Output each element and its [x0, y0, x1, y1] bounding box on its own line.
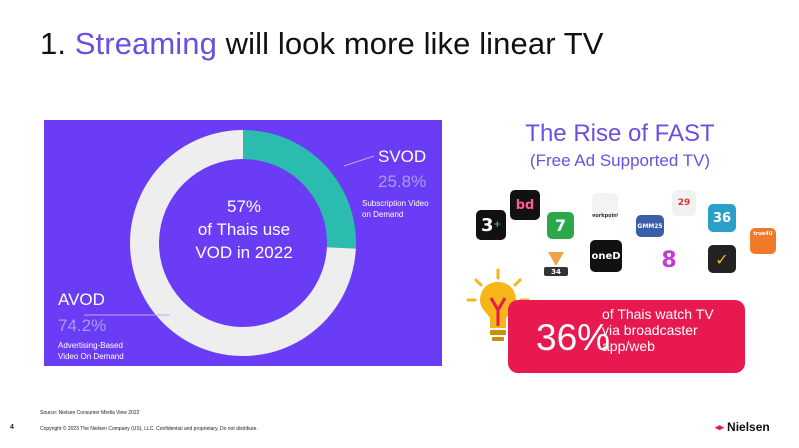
- nielsen-logo: ◂▸ Nielsen: [715, 420, 770, 434]
- monkey-logo: ✓: [708, 245, 736, 273]
- svod-desc: Subscription Video on Demand: [362, 198, 429, 220]
- avod-pct: 74.2%: [58, 316, 107, 335]
- stat-description: of Thais watch TV via broadcaster app/we…: [602, 306, 714, 354]
- one31-logo: oneD: [590, 240, 622, 272]
- avod-desc: Advertising-Based Video On Demand: [58, 340, 124, 362]
- stat-box: [508, 300, 745, 373]
- title-suffix: will look more like linear TV: [216, 26, 604, 61]
- avod-desc-line-2: Video On Demand: [58, 352, 124, 361]
- workpoint-logo: workpoint: [592, 193, 618, 219]
- source-note: Source: Nielsen Consumer Media View 2022: [40, 410, 140, 416]
- title-prefix: 1.: [40, 26, 75, 61]
- channel-3-text: 3: [480, 214, 494, 236]
- vod-chart-panel: 57% of Thais use VOD in 2022 SVOD 25.8% …: [44, 120, 442, 366]
- mono29-logo: 29: [672, 190, 696, 216]
- svod-desc-line-1: Subscription Video: [362, 199, 429, 208]
- true4u-logo: true4U: [750, 228, 776, 254]
- donut-slice-svod: [243, 130, 356, 249]
- copyright-note: Copyright © 2023 The Nielsen Company (US…: [40, 426, 258, 432]
- nielsen-mark-icon: ◂▸: [715, 421, 725, 432]
- channel-8-logo: 8: [656, 246, 682, 274]
- center-line-2: VOD in 2022: [195, 243, 293, 262]
- stat-line-3: app/web: [602, 338, 655, 354]
- title-highlight: Streaming: [74, 26, 217, 61]
- nielsen-brand-text: Nielsen: [727, 420, 770, 434]
- donut-center-text: 57% of Thais use VOD in 2022: [190, 195, 298, 264]
- amarin-crown-icon: [548, 252, 564, 266]
- stat-line-2: via broadcaster: [602, 322, 698, 338]
- channel-7-logo: 7: [547, 212, 574, 239]
- channel-3-logo: 3 +: [476, 210, 506, 240]
- leader-line-svod: [343, 155, 375, 167]
- stat-number: 36%: [536, 317, 611, 358]
- plus-icon: +: [493, 220, 502, 230]
- svod-desc-line-2: on Demand: [362, 210, 404, 219]
- page-number: 4: [10, 424, 14, 431]
- stat-line-1: of Thais watch TV: [602, 306, 714, 322]
- svod-label: SVOD: [378, 147, 427, 166]
- pptv-logo: 36: [708, 204, 736, 232]
- amarin-logo: 34: [542, 250, 570, 278]
- bugaboo-logo: bd: [510, 190, 540, 220]
- gmm25-logo: GMM25: [636, 215, 664, 237]
- avod-label: AVOD: [58, 290, 105, 309]
- amarin-mark: 34: [542, 250, 570, 278]
- amarin-badge: 34: [544, 267, 568, 276]
- fast-title: The Rise of FAST: [525, 120, 715, 147]
- amarin-text: 34: [551, 267, 561, 276]
- svod-pct: 25.8%: [378, 172, 427, 191]
- fast-subtitle: (Free Ad Supported TV): [529, 151, 711, 170]
- vod-donut-chart: [84, 130, 375, 356]
- center-line-1: of Thais use: [197, 220, 291, 239]
- slide-title: 1. Streaming will look more like linear …: [40, 26, 604, 62]
- center-value: 57%: [226, 197, 262, 216]
- avod-desc-line-1: Advertising-Based: [58, 341, 123, 350]
- lightbulb-icon: [466, 268, 530, 341]
